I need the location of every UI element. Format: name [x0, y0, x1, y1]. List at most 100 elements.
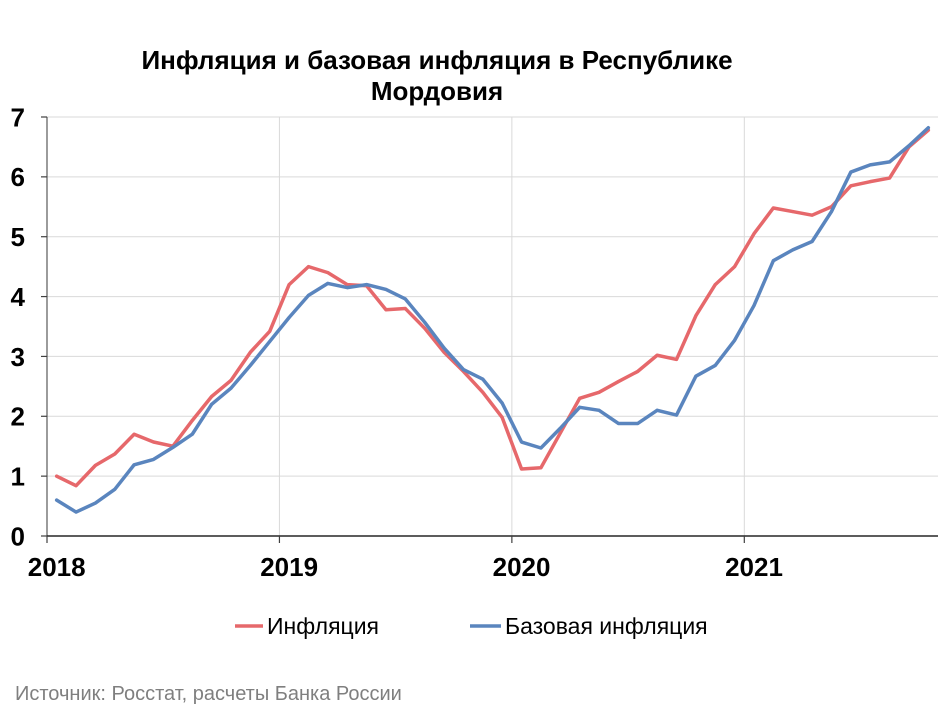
y-tick-label-7: 7: [11, 102, 25, 132]
data-point-2-2019-09: [442, 346, 446, 350]
legend-label-core-inflation: Базовая инфляция: [505, 613, 708, 639]
data-point-1-2020-11: [713, 283, 717, 287]
data-point-2-2020-09: [675, 413, 679, 417]
data-point-1-2021-08: [888, 176, 892, 180]
data-point-2-2019-04: [345, 286, 349, 290]
data-point-1-2020-05: [597, 390, 601, 394]
data-point-2-2018-01: [55, 498, 59, 502]
data-point-2-2020-10: [694, 374, 698, 378]
data-point-2-2018-11: [248, 363, 252, 367]
data-point-1-2019-04: [345, 283, 349, 287]
data-point-2-2018-03: [93, 501, 97, 505]
data-point-1-2020-01: [520, 467, 524, 471]
chart-title-line-2: Мордовия: [371, 76, 503, 106]
y-tick-label-5: 5: [11, 222, 25, 252]
data-point-2-2021-07: [868, 163, 872, 167]
data-point-1-2018-10: [229, 378, 233, 382]
data-point-1-2018-05: [132, 432, 136, 436]
data-point-2-2019-12: [500, 401, 504, 405]
data-point-2-2019-01: [287, 316, 291, 320]
series-line-1: [54, 128, 931, 488]
data-point-1-2018-11: [248, 350, 252, 354]
data-point-1-2019-06: [384, 308, 388, 312]
data-point-1-2020-02: [539, 466, 543, 470]
y-tick-label-4: 4: [11, 282, 26, 312]
data-point-1-2020-09: [675, 357, 679, 361]
data-point-2-2018-07: [171, 445, 175, 449]
data-point-1-2018-09: [210, 395, 214, 399]
legend-label-inflation: Инфляция: [267, 613, 379, 639]
data-point-2-2019-03: [326, 281, 330, 285]
data-point-1-2021-07: [868, 180, 872, 184]
y-tick-label-6: 6: [11, 162, 25, 192]
data-point-1-2020-12: [733, 265, 737, 269]
x-axis: [41, 116, 938, 543]
x-tick-label-2020: 2020: [493, 552, 551, 582]
data-point-1-2018-01: [55, 474, 59, 478]
data-point-1-2020-07: [636, 369, 640, 373]
data-point-1-2021-03: [791, 210, 795, 214]
y-tick-label-3: 3: [11, 342, 25, 372]
data-point-2-2021-04: [810, 240, 814, 243]
data-point-2-2019-05: [365, 283, 369, 287]
data-point-2-2018-12: [268, 339, 272, 343]
data-point-2-2020-04: [578, 405, 582, 409]
data-point-2-2021-06: [849, 170, 853, 174]
data-point-1-2019-11: [481, 390, 485, 394]
data-point-2-2021-03: [791, 248, 795, 252]
data-point-2-2018-08: [190, 432, 194, 436]
data-point-1-2021-04: [810, 213, 814, 217]
data-point-1-2021-06: [849, 184, 853, 188]
y-tick-label-2: 2: [11, 402, 25, 432]
data-point-2-2021-09: [907, 144, 911, 148]
data-point-1-2018-04: [113, 452, 117, 456]
data-point-2-2018-09: [210, 402, 214, 406]
data-point-1-2019-01: [287, 283, 291, 287]
data-point-1-2020-03: [558, 431, 562, 435]
data-point-2-2021-08: [888, 160, 892, 164]
data-point-2-2021-05: [829, 210, 833, 214]
data-point-2-2020-05: [597, 408, 601, 412]
x-tick-label-2018: 2018: [28, 552, 86, 582]
data-point-2-2020-12: [733, 338, 737, 342]
series-line-2: [54, 126, 931, 514]
data-point-1-2018-06: [152, 440, 156, 444]
data-point-1-2019-12: [500, 415, 504, 419]
data-point-1-2021-02: [771, 206, 775, 210]
data-point-2-2019-10: [461, 368, 465, 372]
data-point-1-2020-08: [655, 353, 659, 357]
data-point-2-2019-07: [403, 297, 407, 301]
data-point-2-2018-02: [74, 510, 78, 514]
gridlines: [47, 116, 938, 536]
data-point-1-2018-03: [93, 463, 97, 467]
data-point-2-2020-06: [616, 421, 620, 425]
x-tick-label-2019: 2019: [260, 552, 318, 582]
data-point-2-2018-06: [152, 457, 156, 461]
data-point-1-2020-04: [578, 396, 582, 400]
data-point-1-2018-12: [268, 329, 272, 333]
legend-item-inflation[interactable]: Инфляция: [235, 613, 379, 639]
series-2: [54, 126, 931, 514]
data-point-1-2021-01: [752, 232, 756, 236]
data-point-2-2021-02: [771, 259, 775, 263]
data-point-2-2020-11: [713, 363, 717, 367]
legend: Инфляция Базовая инфляция: [235, 613, 708, 639]
data-point-2-2018-04: [113, 487, 117, 491]
chart-title: Инфляция и базовая инфляция в Республике…: [141, 45, 732, 106]
data-point-2-2019-08: [423, 320, 427, 324]
data-point-2-2019-02: [306, 293, 310, 297]
data-point-1-2019-08: [423, 326, 427, 330]
y-tick-label-0: 0: [11, 521, 25, 551]
plot-series: [54, 126, 931, 514]
data-point-2-2020-07: [636, 421, 640, 425]
legend-item-core-inflation[interactable]: Базовая инфляция: [470, 613, 708, 639]
data-point-1-2020-06: [616, 380, 620, 384]
chart-title-line-1: Инфляция и базовая инфляция в Республике: [141, 45, 732, 75]
data-point-2-2020-02: [539, 446, 543, 450]
data-point-1-2020-10: [694, 314, 698, 318]
data-point-2-2020-03: [558, 426, 562, 430]
data-point-2-2019-06: [384, 287, 388, 291]
data-point-2-2021-01: [752, 304, 756, 308]
data-point-2-2019-11: [481, 377, 485, 381]
data-point-1-2019-03: [326, 271, 330, 275]
